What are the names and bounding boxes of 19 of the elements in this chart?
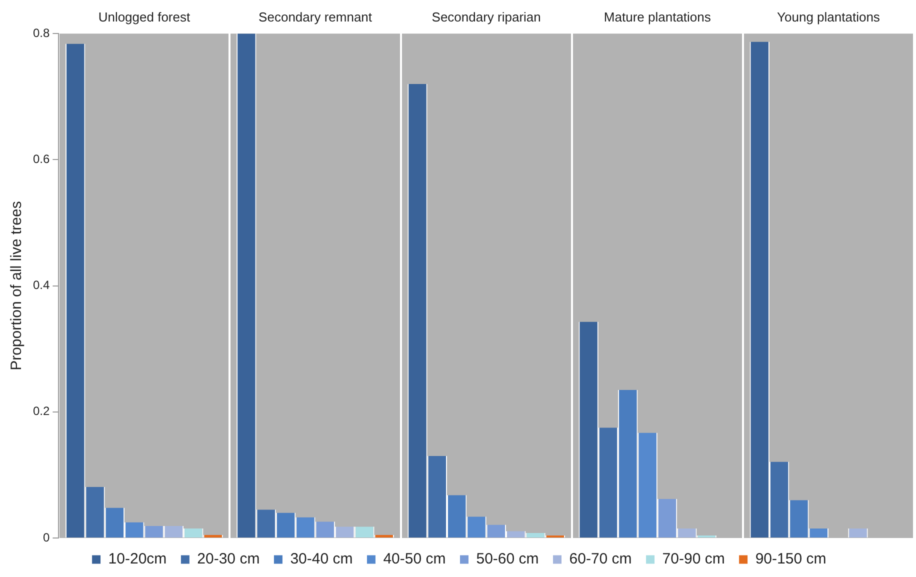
legend-label: 90-150 cm: [755, 550, 826, 568]
x-tick-label: Mature plantations: [604, 9, 712, 24]
x-tick-label: Secondary riparian: [432, 9, 541, 24]
y-tick-label: 0: [42, 530, 50, 544]
legend-label: 10-20cm: [108, 550, 167, 568]
y-axis-title: Proportion of all live trees: [8, 201, 26, 370]
x-tick-label: Secondary remnant: [258, 9, 372, 24]
legend-label: 50-60 cm: [476, 550, 539, 568]
y-tick-label: 0.2: [32, 404, 50, 418]
x-tick-label: Young plantations: [777, 9, 880, 24]
y-tick-label: 0.8: [32, 26, 50, 40]
legend-label: 70-90 cm: [662, 550, 725, 568]
legend-label: 40-50 cm: [383, 550, 446, 568]
legend-label: 20-30 cm: [197, 550, 260, 568]
legend-label: 60-70 cm: [569, 550, 632, 568]
legend-label: 30-40 cm: [290, 550, 353, 568]
y-tick-label: 0.4: [32, 278, 50, 292]
y-tick-label: 0.6: [32, 152, 50, 166]
x-tick-label: Unlogged forest: [98, 9, 190, 24]
